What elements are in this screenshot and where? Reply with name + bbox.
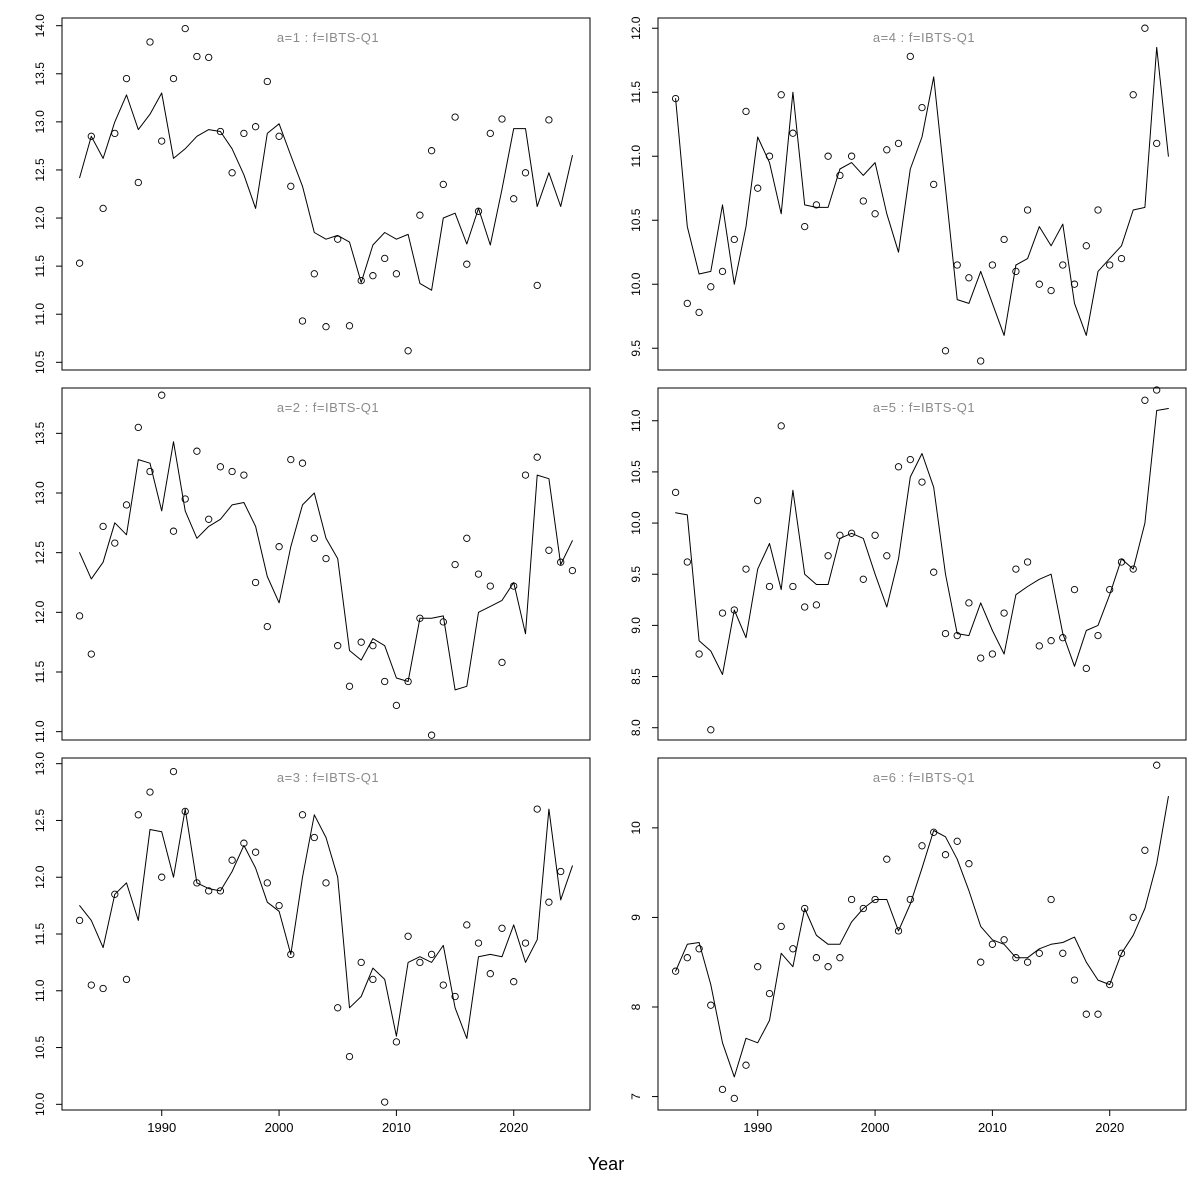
x-axis-label: Year — [587, 1154, 625, 1174]
svg-text:9.0: 9.0 — [629, 617, 643, 634]
svg-text:13.5: 13.5 — [33, 421, 47, 445]
svg-text:11.5: 11.5 — [629, 81, 643, 104]
svg-text:11.0: 11.0 — [629, 145, 643, 168]
svg-text:9.5: 9.5 — [629, 566, 643, 583]
svg-text:11.5: 11.5 — [33, 255, 47, 278]
svg-text:1990: 1990 — [147, 1120, 176, 1135]
panel-a3: 10.0 10.5 11.0 11.5 12.0 12.5 13.0 1990 2000 2010… — [6, 750, 602, 1148]
panel-a6: 7 8 9 10 1990 2000 2010 2020 a=6 : f=IBTS-Q1 — [602, 750, 1198, 1148]
svg-text:2000: 2000 — [265, 1120, 294, 1135]
svg-text:11.5: 11.5 — [33, 660, 47, 683]
svg-text:12.0: 12.0 — [33, 865, 47, 889]
svg-text:2020: 2020 — [1095, 1120, 1124, 1135]
plot-canvas-a5: 8.0 8.5 9.0 9.5 10.0 10.5 11.0 — [629, 386, 1187, 741]
svg-text:10.0: 10.0 — [629, 511, 643, 535]
svg-text:10.5: 10.5 — [629, 460, 643, 484]
svg-text:11.0: 11.0 — [33, 720, 47, 743]
svg-text:12.5: 12.5 — [33, 158, 47, 182]
svg-text:8.0: 8.0 — [629, 719, 643, 736]
svg-text:12.0: 12.0 — [33, 600, 47, 624]
svg-text:12.0: 12.0 — [33, 206, 47, 230]
svg-text:9.5: 9.5 — [629, 340, 643, 357]
svg-text:10.5: 10.5 — [33, 350, 47, 374]
svg-text:2010: 2010 — [382, 1120, 411, 1135]
svg-text:11.5: 11.5 — [33, 922, 47, 945]
svg-text:11.0: 11.0 — [33, 303, 47, 326]
svg-text:14.0: 14.0 — [33, 14, 47, 38]
panel-a4: 9.5 10.0 10.5 11.0 11.5 12.0 a=4 : f=IBTS-Q1 — [602, 10, 1198, 378]
svg-text:11.0: 11.0 — [33, 979, 47, 1002]
svg-text:1990: 1990 — [743, 1120, 772, 1135]
plot-canvas-a6: 7 8 9 10 1990 2000 2010 2020 — [629, 757, 1187, 1135]
plot-canvas-a3: 10.0 10.5 11.0 11.5 12.0 12.5 13.0 1990 2000 2010… — [33, 752, 591, 1135]
svg-text:8: 8 — [629, 1003, 643, 1010]
svg-text:10.0: 10.0 — [33, 1092, 47, 1116]
svg-text:2010: 2010 — [978, 1120, 1007, 1135]
svg-text:9: 9 — [629, 914, 643, 921]
svg-text:7: 7 — [629, 1093, 643, 1100]
svg-text:8.5: 8.5 — [629, 668, 643, 685]
panel-a2: 11.0 11.5 12.0 12.5 13.0 13.5 a=2 : f=IBTS-Q1 — [6, 380, 602, 748]
svg-text:13.0: 13.0 — [33, 752, 47, 776]
svg-text:12.5: 12.5 — [33, 808, 47, 832]
svg-text:12.0: 12.0 — [629, 16, 643, 40]
svg-text:13.5: 13.5 — [33, 62, 47, 86]
plot-canvas-a4: 9.5 10.0 10.5 11.0 11.5 12.0 — [629, 16, 1187, 371]
svg-text:11.0: 11.0 — [629, 409, 643, 432]
svg-text:13.0: 13.0 — [33, 481, 47, 505]
svg-text:2000: 2000 — [861, 1120, 890, 1135]
svg-text:10.0: 10.0 — [629, 272, 643, 296]
svg-text:10.5: 10.5 — [33, 1036, 47, 1060]
panel-a1: 10.5 11.0 11.5 12.0 12.5 13.0 13.5 14.0 a=1 : f… — [6, 10, 602, 378]
plot-canvas-a2: 11.0 11.5 12.0 12.5 13.0 13.5 — [33, 387, 591, 743]
svg-text:2020: 2020 — [499, 1120, 528, 1135]
svg-text:13.0: 13.0 — [33, 110, 47, 134]
svg-text:10.5: 10.5 — [629, 208, 643, 232]
plot-canvas-a1: 10.5 11.0 11.5 12.0 12.5 13.0 13.5 14.0 — [33, 14, 591, 374]
panel-a5: 8.0 8.5 9.0 9.5 10.0 10.5 11.0 a=5 : f=IBTS-Q1 — [602, 380, 1198, 748]
svg-text:12.5: 12.5 — [33, 541, 47, 565]
panel-grid: 10.5 11.0 11.5 12.0 12.5 13.0 13.5 14.0 a=1 : f… — [6, 10, 1200, 1148]
svg-text:10: 10 — [629, 821, 643, 835]
